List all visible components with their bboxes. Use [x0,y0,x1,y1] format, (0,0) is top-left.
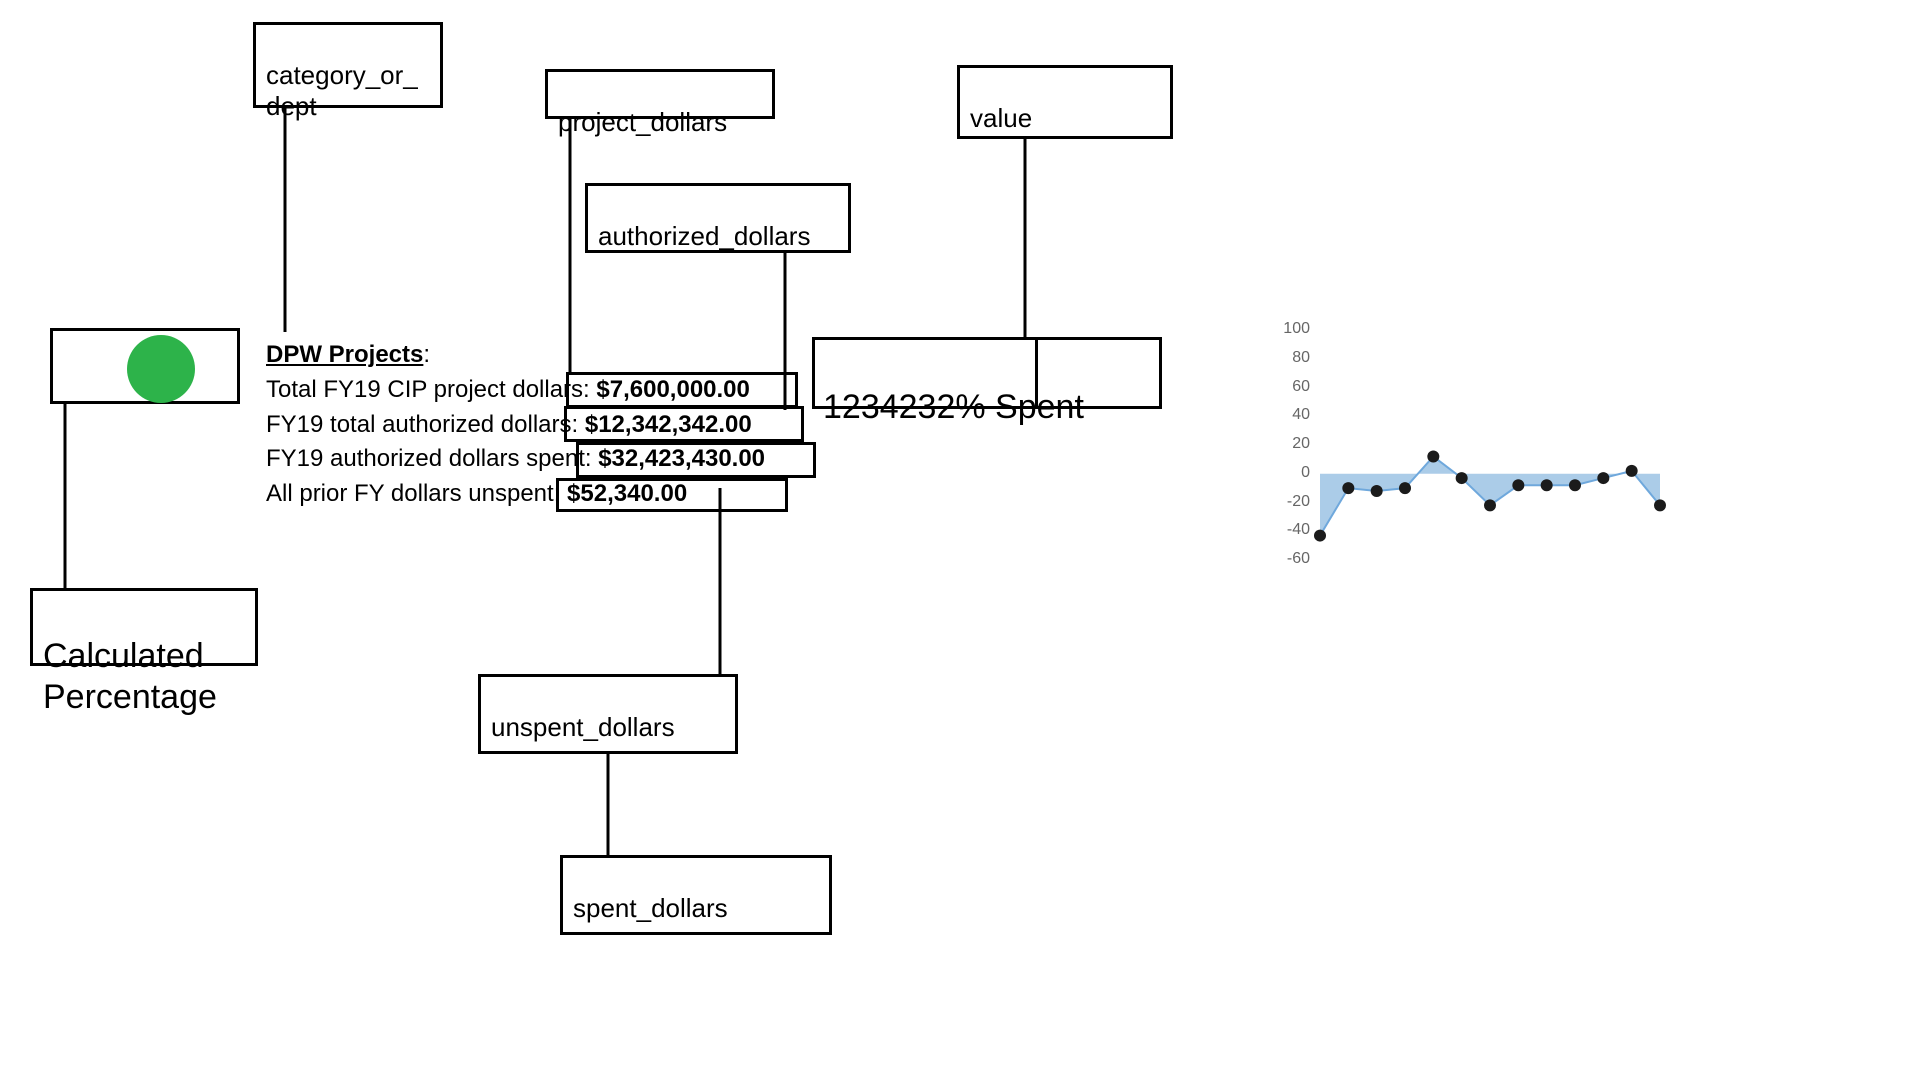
percent-divider-line [1035,337,1038,409]
box-authorized-dollars: authorized_dollars [585,183,851,253]
value-outline-box [556,478,788,512]
chart-y-tick-label: 100 [1270,320,1310,338]
dpw-row-label: Total FY19 CIP project dollars: [266,376,590,403]
dpw-row-label: All prior FY dollars unspent: [266,480,560,507]
chart-y-tick-label: -40 [1270,521,1310,539]
chart-y-tick-label: -20 [1270,493,1310,511]
box-percent-spent: 1234232% Spent [812,337,1162,409]
dpw-row-label: FY19 authorized dollars spent: [266,445,592,472]
box-project-dollars: project_dollars [545,69,775,119]
box-category-or-dept: category_or_ dept [253,22,443,108]
value-outline-box [564,406,804,442]
dpw-title-line: DPW Projects: [266,338,765,373]
chart-y-tick-label: 40 [1270,406,1310,424]
box-label: value [970,103,1032,133]
box-label: spent_dollars [573,893,728,923]
value-outline-box [566,372,798,408]
box-label: authorized_dollars [598,221,810,251]
status-dot-icon [127,335,195,403]
diagram-stage: { "canvas": { "width": 1920, "height": 1… [0,0,1920,1080]
box-label: unspent_dollars [491,712,675,742]
box-unspent-dollars: unspent_dollars [478,674,738,754]
box-label: category_or_ dept [266,60,418,121]
value-outline-box [576,442,816,478]
dpw-title: DPW Projects [266,341,423,368]
box-label: Calculated Percentage [43,637,217,716]
dpw-row-label: FY19 total authorized dollars: [266,411,578,438]
box-label: project_dollars [558,107,727,137]
chart-y-tick-label: 0 [1270,464,1310,482]
dpw-title-suffix: : [423,341,430,368]
percent-value: 1234232% [823,388,986,426]
chart-y-tick-label: -60 [1270,550,1310,568]
box-calculated-percentage: Calculated Percentage [30,588,258,666]
chart-y-tick-label: 80 [1270,349,1310,367]
chart-y-tick-label: 60 [1270,378,1310,396]
connectors-layer [0,0,1920,1080]
box-value: value [957,65,1173,139]
chart-y-tick-label: 20 [1270,435,1310,453]
box-spent-dollars: spent_dollars [560,855,832,935]
